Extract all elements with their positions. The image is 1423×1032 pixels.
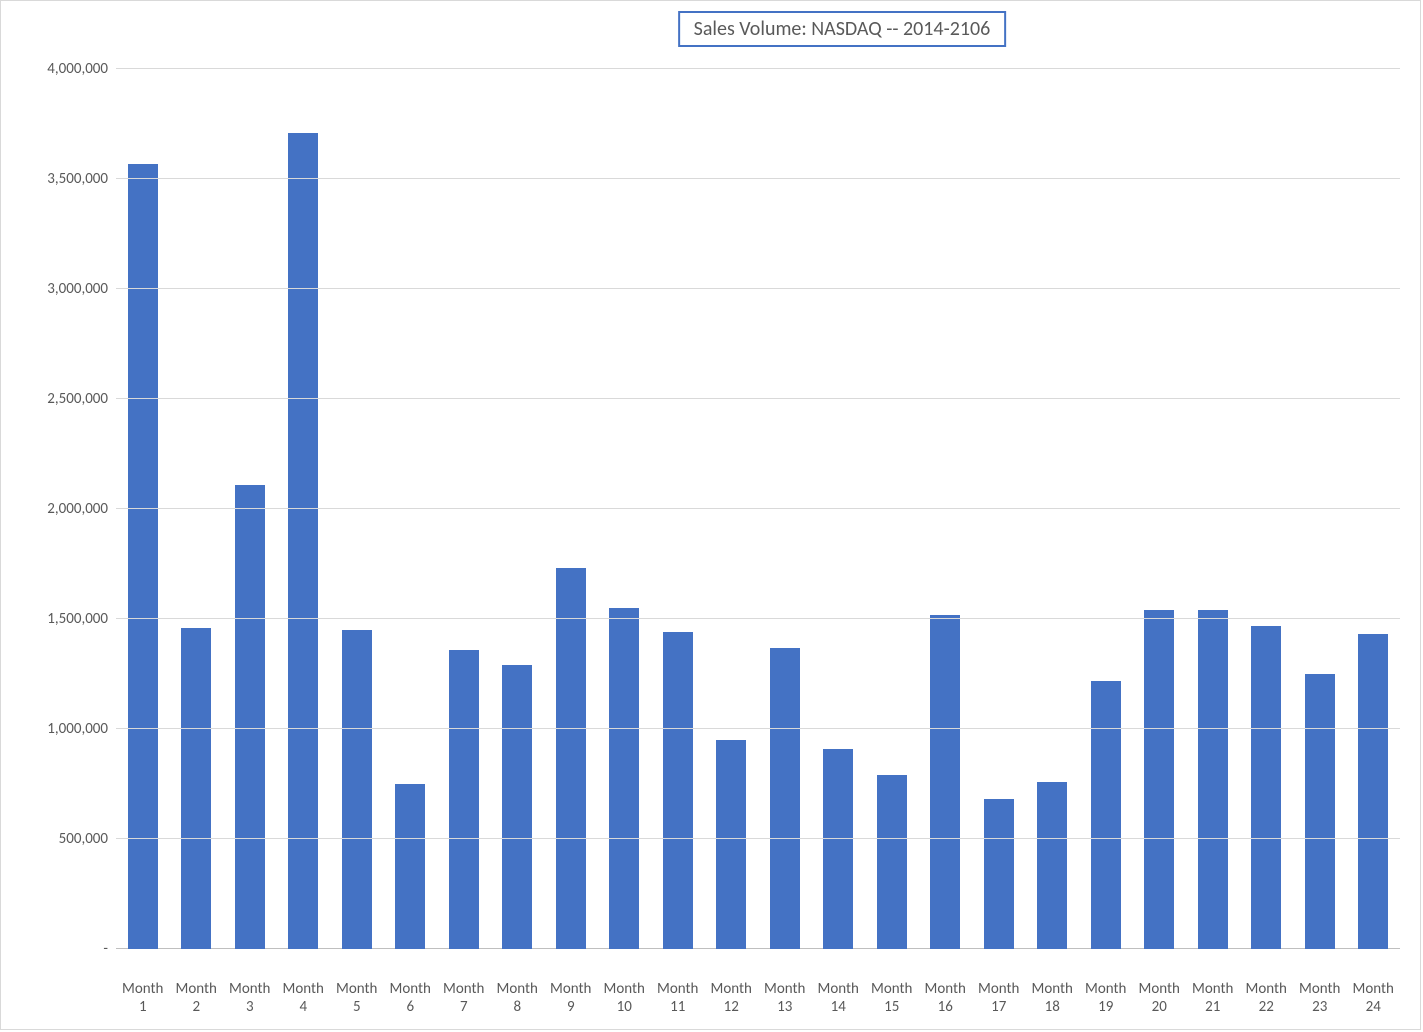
- y-tick-label: 2,000,000: [47, 500, 108, 518]
- x-tick-label: Month 12: [705, 980, 759, 1018]
- x-tick-label: Month 20: [1133, 980, 1187, 1018]
- y-tick-label: 1,000,000: [47, 720, 108, 738]
- bar: [663, 632, 693, 949]
- bar: [395, 784, 425, 949]
- bar-slot: [1347, 69, 1401, 949]
- bar-slot: [865, 69, 919, 949]
- gridline: [116, 178, 1400, 179]
- x-tick-label: Month 7: [437, 980, 491, 1018]
- x-tick-label: Month 9: [544, 980, 598, 1018]
- bar-slot: [330, 69, 384, 949]
- x-tick-label: Month 23: [1293, 980, 1347, 1018]
- x-tick-label: Month 10: [598, 980, 652, 1018]
- bar: [984, 799, 1014, 949]
- y-tick-label: 3,500,000: [47, 170, 108, 188]
- x-tick-label: Month 19: [1079, 980, 1133, 1018]
- bar-slot: [758, 69, 812, 949]
- y-tick-label: 500,000: [59, 830, 108, 848]
- bar: [449, 650, 479, 949]
- gridline: [116, 68, 1400, 69]
- chart-container: Sales Volume: NASDAQ -- 2014-2106 - 500,…: [0, 0, 1421, 1030]
- bar-slot: [384, 69, 438, 949]
- bar: [609, 608, 639, 949]
- bar: [556, 568, 586, 949]
- bar-slot: [919, 69, 973, 949]
- x-tick-label: Month 21: [1186, 980, 1240, 1018]
- gridline: [116, 398, 1400, 399]
- x-tick-label: Month 14: [812, 980, 866, 1018]
- bar-slot: [1293, 69, 1347, 949]
- gridline: [116, 728, 1400, 729]
- y-tick-label: 3,000,000: [47, 280, 108, 298]
- bar-slot: [705, 69, 759, 949]
- bars-row: [116, 69, 1400, 949]
- x-tick-label: Month 17: [972, 980, 1026, 1018]
- plot-area: - 500,000 1,000,000 1,500,000 2,000,000 …: [116, 69, 1400, 949]
- bar-slot: [1079, 69, 1133, 949]
- bar-slot: [277, 69, 331, 949]
- bar-slot: [1240, 69, 1294, 949]
- gridline: [116, 508, 1400, 509]
- bar: [1358, 634, 1388, 949]
- bar: [877, 775, 907, 949]
- gridline: [116, 838, 1400, 839]
- bar: [930, 615, 960, 949]
- y-tick-label: 4,000,000: [47, 60, 108, 78]
- bar: [716, 740, 746, 949]
- y-tick-label: 2,500,000: [47, 390, 108, 408]
- x-tick-label: Month 1: [116, 980, 170, 1018]
- x-tick-label: Month 13: [758, 980, 812, 1018]
- bar-slot: [598, 69, 652, 949]
- bar-slot: [1026, 69, 1080, 949]
- y-tick-label: 1,500,000: [47, 610, 108, 628]
- bar-slot: [972, 69, 1026, 949]
- bar-slot: [437, 69, 491, 949]
- chart-title: Sales Volume: NASDAQ -- 2014-2106: [678, 11, 1007, 47]
- bar: [181, 628, 211, 949]
- bar: [128, 164, 158, 949]
- x-tick-label: Month 18: [1026, 980, 1080, 1018]
- bar: [823, 749, 853, 949]
- x-tick-label: Month 3: [223, 980, 277, 1018]
- bar: [1037, 782, 1067, 949]
- bar: [502, 665, 532, 949]
- gridline: [116, 618, 1400, 619]
- bar-slot: [170, 69, 224, 949]
- bar: [1251, 626, 1281, 949]
- bar-slot: [116, 69, 170, 949]
- bar-slot: [223, 69, 277, 949]
- x-tick-label: Month 4: [277, 980, 331, 1018]
- bar: [1144, 610, 1174, 949]
- x-tick-label: Month 2: [170, 980, 224, 1018]
- bar-slot: [544, 69, 598, 949]
- bar: [1198, 610, 1228, 949]
- x-tick-label: Month 8: [491, 980, 545, 1018]
- x-tick-label: Month 5: [330, 980, 384, 1018]
- bar: [770, 648, 800, 949]
- y-tick-label: -: [103, 940, 108, 958]
- x-tick-label: Month 11: [651, 980, 705, 1018]
- x-tick-label: Month 24: [1347, 980, 1401, 1018]
- bar-slot: [491, 69, 545, 949]
- bar: [235, 485, 265, 949]
- bar: [288, 133, 318, 949]
- x-tick-label: Month 6: [384, 980, 438, 1018]
- bar-slot: [1186, 69, 1240, 949]
- bar-slot: [1133, 69, 1187, 949]
- x-tick-label: Month 15: [865, 980, 919, 1018]
- x-tick-label: Month 16: [919, 980, 973, 1018]
- bar-slot: [812, 69, 866, 949]
- bar: [1305, 674, 1335, 949]
- x-tick-label: Month 22: [1240, 980, 1294, 1018]
- x-axis-labels: Month 1Month 2Month 3Month 4Month 5Month…: [116, 980, 1400, 1018]
- bar: [342, 630, 372, 949]
- gridline: [116, 288, 1400, 289]
- bar: [1091, 681, 1121, 949]
- bar-slot: [651, 69, 705, 949]
